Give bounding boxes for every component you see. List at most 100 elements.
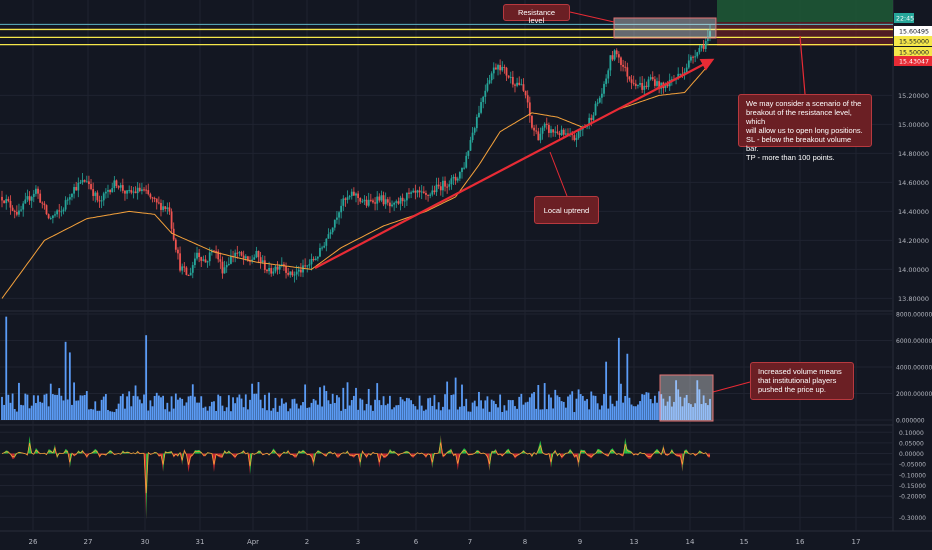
volume-bar <box>266 410 268 420</box>
volume-bar <box>524 402 527 420</box>
candle-body <box>257 250 260 258</box>
candle-body <box>463 167 466 169</box>
volume-bar <box>658 391 661 420</box>
volume-bar <box>475 406 478 420</box>
volume-bar <box>569 394 571 420</box>
volume-bar <box>141 403 143 420</box>
volume-note: Increased volume means that institutiona… <box>750 362 854 400</box>
volume-bar <box>352 395 355 420</box>
volume-bar <box>88 409 90 420</box>
candle-body <box>321 247 323 249</box>
volume-bar <box>183 405 186 420</box>
candle-body <box>567 133 569 135</box>
candle-body <box>461 167 463 173</box>
volume-bar <box>304 384 307 420</box>
candle-body <box>641 82 644 90</box>
volume-bar <box>573 412 576 420</box>
oscillator-tick-label: 0.10000 <box>899 430 924 437</box>
volume-bar <box>558 397 561 420</box>
volume-bar <box>92 409 95 420</box>
volume-bar <box>469 411 472 420</box>
candle-body <box>556 131 559 134</box>
price-tick-label: 14.60000 <box>898 179 929 187</box>
candle-body <box>408 192 410 194</box>
volume-bar <box>276 411 279 420</box>
candle-body <box>507 75 510 78</box>
volume-bar <box>344 408 347 420</box>
volume-bar <box>172 408 175 420</box>
volume-bar <box>425 409 427 420</box>
candle-body <box>450 178 453 185</box>
candle-body <box>266 269 268 272</box>
candle-body <box>200 257 203 261</box>
candle-body <box>5 198 8 204</box>
volume-bar <box>109 411 112 420</box>
candle-body <box>293 274 296 276</box>
volume-bar <box>79 395 82 420</box>
volume-bar <box>342 387 345 420</box>
candle-body <box>338 212 340 218</box>
candle-body <box>497 65 499 70</box>
x-tick-label: 27 <box>84 538 93 546</box>
candle-body <box>39 193 42 203</box>
volume-bar <box>596 403 599 420</box>
volume-bar <box>187 396 190 420</box>
candle-body <box>22 203 25 210</box>
volume-bar <box>446 381 449 420</box>
candle-body <box>100 200 103 202</box>
volume-bar <box>547 394 550 420</box>
candle-body <box>68 197 71 200</box>
volume-bar <box>204 406 207 420</box>
volume-bar <box>664 405 667 420</box>
oscillator-tick-label: -0.10000 <box>899 472 926 479</box>
volume-bar <box>62 400 65 420</box>
volume-bar <box>168 411 171 420</box>
candle-body <box>261 260 264 263</box>
volume-bar <box>83 394 86 420</box>
candle-body <box>327 234 330 239</box>
candle-body <box>448 184 451 187</box>
volume-bar <box>495 403 497 420</box>
volume-bar <box>675 380 677 420</box>
oscillator-fill <box>247 452 251 475</box>
volume-bar <box>130 406 133 420</box>
volume-bar <box>509 400 512 420</box>
candle-body <box>579 129 582 131</box>
candle-body <box>299 269 302 273</box>
candle-body <box>395 201 398 203</box>
candle-body <box>632 82 635 84</box>
candle-body <box>94 192 97 196</box>
oscillator-tick-label: 0.05000 <box>899 440 924 447</box>
volume-tick-label: 6000.000000 <box>896 338 932 345</box>
volume-bar <box>465 398 468 420</box>
volume-bar <box>202 407 205 420</box>
candle-body <box>236 252 239 254</box>
candle-body <box>374 202 376 204</box>
oscillator-fill <box>313 453 316 468</box>
volume-bar <box>382 396 385 420</box>
candle-body <box>295 271 298 275</box>
candle-body <box>607 70 610 79</box>
candle-body <box>613 50 616 60</box>
candle-body <box>206 261 209 263</box>
volume-bar <box>484 400 487 420</box>
candle-body <box>109 190 112 193</box>
candle-body <box>435 184 438 193</box>
volume-bar <box>138 399 141 420</box>
volume-bar <box>24 393 27 420</box>
volume-bar <box>554 389 557 420</box>
candle-body <box>259 257 262 263</box>
resistance-label: Resistance level <box>503 4 570 25</box>
candle-body <box>522 84 525 91</box>
volume-bar <box>490 399 493 420</box>
candle-body <box>431 190 434 195</box>
volume-bar <box>136 396 139 420</box>
volume-bar <box>378 400 381 420</box>
candle-body <box>183 266 186 268</box>
volume-bar <box>372 410 374 420</box>
price-label-bg <box>894 26 932 36</box>
candle-body <box>240 252 243 256</box>
target-zone <box>717 0 893 22</box>
candle-body <box>531 115 533 128</box>
